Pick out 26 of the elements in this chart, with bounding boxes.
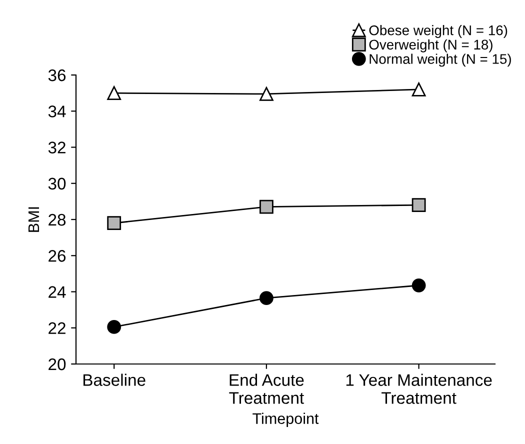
y-tick-label: 22 [48, 322, 66, 334]
y-tick-label: 36 [48, 69, 66, 82]
y-axis-title: BMI [28, 207, 40, 232]
y-tick-label: 34 [48, 106, 66, 118]
y-tick-label: 30 [48, 178, 66, 190]
point [412, 198, 426, 212]
point [107, 216, 122, 230]
point [412, 278, 426, 292]
y-tick-label: 20 [48, 358, 66, 370]
y-tick-label: 26 [48, 250, 66, 262]
x-axis-title: Timepoint [252, 412, 319, 428]
x-tick-label: Baseline [83, 374, 146, 386]
point [260, 87, 274, 101]
y-tick-label: 32 [48, 142, 66, 154]
legend-label: Overweight (N = 18) [369, 39, 492, 52]
point [260, 200, 274, 214]
point [412, 82, 426, 96]
point [107, 86, 122, 100]
legend-label: Obese weight (N = 16) [369, 25, 508, 38]
x-tick-label: 1 Year Maintenance Treatment [346, 374, 492, 404]
legend-label: Normal weight (N = 15) [370, 54, 511, 67]
point [107, 320, 122, 334]
y-tick-label: 24 [48, 286, 66, 298]
point [260, 291, 274, 306]
y-tick-label: 28 [48, 214, 66, 226]
x-tick-label: End Acute Treatment [229, 374, 304, 404]
